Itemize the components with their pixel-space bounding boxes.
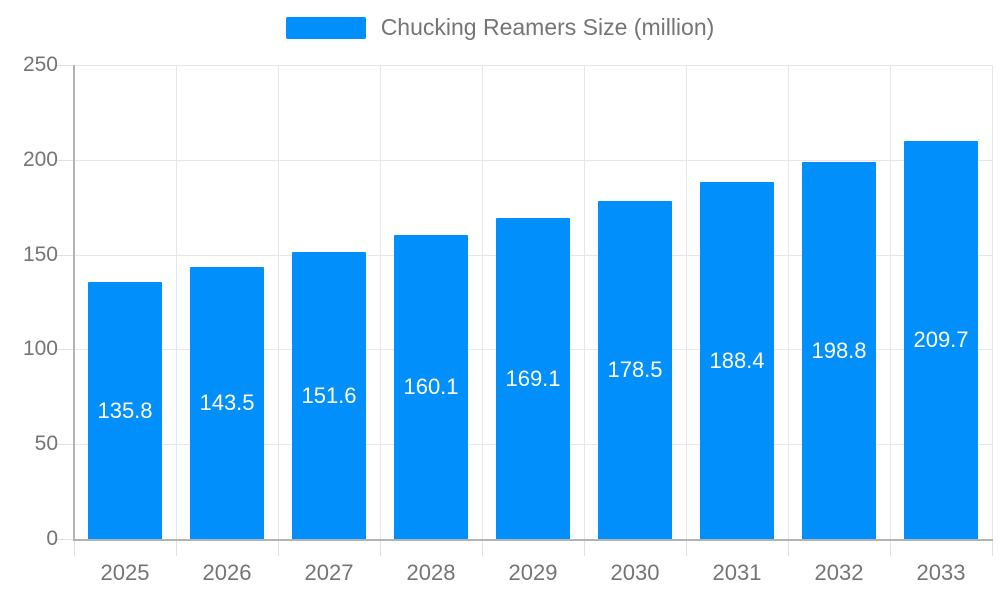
x-axis-label: 2026 <box>202 560 252 585</box>
gridline-vertical <box>890 65 891 539</box>
bar-value-label: 198.8 <box>811 338 867 363</box>
y-tick-mark <box>56 539 74 540</box>
bar-value-label: 151.6 <box>301 383 357 408</box>
y-tick-mark <box>56 65 74 66</box>
x-tick-mark <box>74 541 75 556</box>
legend[interactable]: Chucking Reamers Size (million) <box>0 16 1000 39</box>
x-axis-label: 2028 <box>406 560 456 585</box>
legend-label: Chucking Reamers Size (million) <box>380 14 715 40</box>
bar-value-label: 160.1 <box>403 374 459 399</box>
bar[interactable] <box>292 252 366 539</box>
x-tick-mark <box>176 541 177 556</box>
gridline-horizontal <box>74 65 992 66</box>
bar[interactable] <box>190 267 264 539</box>
bar[interactable] <box>802 162 876 539</box>
y-axis-label: 200 <box>22 148 58 171</box>
bar[interactable] <box>496 218 570 539</box>
gridline-vertical <box>176 65 177 539</box>
legend-marker <box>285 16 366 39</box>
y-tick-mark <box>56 444 74 445</box>
bar[interactable] <box>904 141 978 539</box>
x-tick-mark <box>482 541 483 556</box>
bar[interactable] <box>88 282 162 539</box>
gridline-vertical <box>482 65 483 539</box>
bar[interactable] <box>394 235 468 539</box>
bar-value-label: 209.7 <box>913 327 969 352</box>
gridline-horizontal <box>74 160 992 161</box>
bar[interactable] <box>700 182 774 539</box>
gridline-vertical <box>278 65 279 539</box>
gridline-vertical <box>380 65 381 539</box>
x-axis-label: 2025 <box>100 560 150 585</box>
y-tick-mark <box>56 255 74 256</box>
bar-value-label: 143.5 <box>199 390 255 415</box>
x-tick-mark <box>890 541 891 556</box>
x-axis-label: 2027 <box>304 560 354 585</box>
x-axis-label: 2031 <box>712 560 762 585</box>
y-axis-line <box>73 65 75 541</box>
x-axis-label: 2030 <box>610 560 660 585</box>
bar-value-label: 178.5 <box>607 357 663 382</box>
gridline-vertical <box>788 65 789 539</box>
bar[interactable] <box>598 201 672 539</box>
x-tick-mark <box>584 541 585 556</box>
y-tick-mark <box>56 349 74 350</box>
x-tick-mark <box>278 541 279 556</box>
x-tick-mark <box>686 541 687 556</box>
x-axis-label: 2032 <box>814 560 864 585</box>
x-axis-label: 2029 <box>508 560 558 585</box>
y-axis-label: 0 <box>46 527 58 550</box>
gridline-vertical <box>992 65 993 539</box>
y-axis-label: 100 <box>22 337 58 360</box>
x-axis-line <box>73 539 993 541</box>
x-axis-label: 2033 <box>916 560 966 585</box>
bar-value-label: 188.4 <box>709 348 765 373</box>
gridline-vertical <box>686 65 687 539</box>
x-tick-mark <box>992 541 993 556</box>
bar-value-label: 169.1 <box>505 366 561 391</box>
x-tick-mark <box>788 541 789 556</box>
bar-value-label: 135.8 <box>97 398 153 423</box>
y-tick-mark <box>56 160 74 161</box>
y-axis-label: 250 <box>22 53 58 76</box>
y-axis-label: 50 <box>34 432 58 455</box>
y-axis-label: 150 <box>22 243 58 266</box>
x-tick-mark <box>380 541 381 556</box>
gridline-vertical <box>584 65 585 539</box>
